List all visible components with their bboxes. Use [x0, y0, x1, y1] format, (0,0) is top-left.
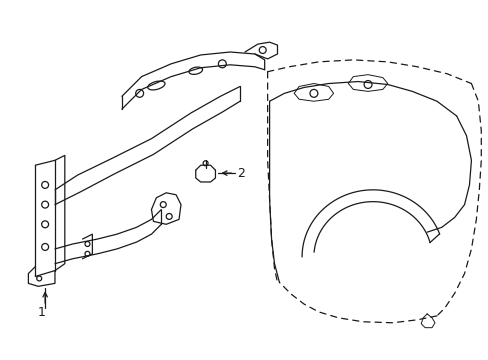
- Text: 2: 2: [237, 167, 244, 180]
- Text: 1: 1: [37, 306, 45, 319]
